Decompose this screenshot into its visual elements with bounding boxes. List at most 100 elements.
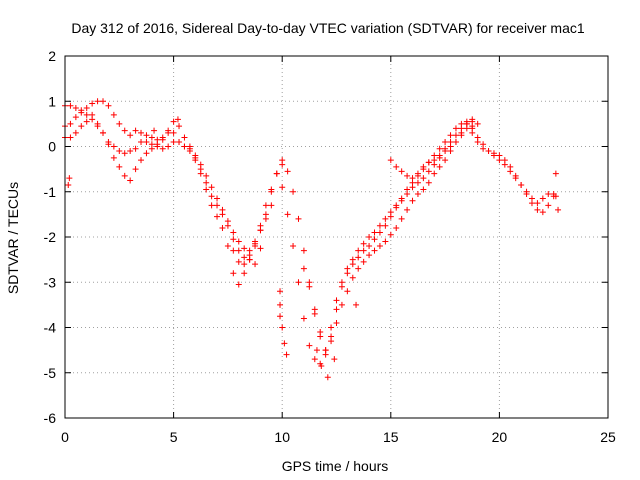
data-point-track-c [83, 118, 90, 125]
x-axis-label: GPS time / hours [282, 458, 389, 474]
data-point-track-a [127, 132, 134, 139]
data-point-track-e [300, 315, 307, 322]
data-point-track-a [262, 202, 269, 209]
data-point-track-c [235, 281, 242, 288]
data-point-track-f [371, 247, 378, 254]
data-point-track-h [518, 181, 525, 188]
data-point-outliers [318, 362, 325, 369]
data-point-track-e [398, 197, 405, 204]
data-point-track-e [425, 168, 432, 175]
data-point-track-c [241, 270, 248, 277]
data-point-track-g [452, 132, 459, 139]
data-point-track-a [230, 236, 237, 243]
data-point-track-c [208, 202, 215, 209]
data-point-track-d [442, 138, 449, 145]
data-point-track-f [398, 215, 405, 222]
data-point-track-f [366, 252, 373, 259]
data-point-track-f [420, 186, 427, 193]
data-point-track-e [393, 204, 400, 211]
data-point-track-b [121, 150, 128, 157]
data-point-track-d [246, 256, 253, 263]
data-point-outliers [555, 206, 562, 213]
data-point-track-b [127, 148, 134, 155]
data-point-outliers [324, 374, 331, 381]
data-point-track-f [355, 265, 362, 272]
x-tick-label: 15 [383, 429, 399, 445]
data-point-track-c [186, 143, 193, 150]
data-point-track-d [230, 247, 237, 254]
data-point-track-g [398, 168, 405, 175]
data-point-track-g [425, 159, 432, 166]
data-point-track-c [192, 157, 199, 164]
data-point-track-b [83, 105, 90, 112]
y-tick-label: 1 [48, 93, 56, 109]
data-point-track-g [420, 163, 427, 170]
data-point-outliers [277, 313, 284, 320]
data-point-track-e [306, 342, 313, 349]
data-point-track-b [132, 145, 139, 152]
data-point-track-e [360, 247, 367, 254]
data-point-track-f [300, 265, 307, 272]
x-tick-label: 25 [600, 429, 616, 445]
data-point-track-h [528, 200, 535, 207]
data-point-track-d [474, 120, 481, 127]
data-point-track-e [404, 191, 411, 198]
data-point-track-f [447, 148, 454, 155]
data-point-track-g [463, 120, 470, 127]
data-point-track-f [393, 224, 400, 231]
data-point-track-e [333, 297, 340, 304]
data-point-track-c [78, 123, 85, 130]
data-point-track-g [409, 175, 416, 182]
data-point-track-d [382, 215, 389, 222]
data-point-track-d [273, 170, 280, 177]
data-point-track-f [382, 238, 389, 245]
data-point-track-c [138, 157, 145, 164]
data-point-track-g [431, 157, 438, 164]
data-point-track-a [235, 247, 242, 254]
data-point-track-f [333, 319, 340, 326]
data-point-track-e [284, 211, 291, 218]
data-point-track-b [116, 148, 123, 155]
data-point-track-c [170, 118, 177, 125]
data-point-track-d [257, 227, 264, 234]
data-point-track-d [436, 145, 443, 152]
data-point-outliers [65, 181, 72, 188]
data-point-track-d [366, 234, 373, 240]
data-point-track-e [414, 179, 421, 186]
data-point-track-h [539, 209, 546, 216]
data-point-track-d [300, 247, 307, 254]
data-point-outliers [281, 340, 288, 347]
data-point-track-d [447, 132, 454, 139]
data-point-track-d [268, 188, 275, 195]
data-point-track-f [328, 338, 335, 345]
x-tick-label: 5 [170, 429, 178, 445]
data-point-track-c [110, 154, 117, 161]
data-point-outliers [151, 127, 158, 134]
data-point-outliers [552, 193, 559, 200]
data-point-track-c [67, 134, 74, 141]
data-point-track-a [143, 132, 150, 139]
data-point-track-e [355, 254, 362, 261]
data-point-track-b [72, 114, 79, 121]
data-point-track-a [208, 193, 215, 200]
data-point-outliers [552, 170, 559, 177]
data-point-track-f [311, 310, 318, 317]
data-point-track-b [181, 143, 188, 150]
data-point-track-d [295, 215, 302, 222]
data-point-track-c [105, 141, 112, 148]
data-point-track-f [404, 206, 411, 213]
data-point-track-b [159, 145, 166, 152]
data-point-track-a [214, 202, 221, 209]
data-point-track-g [387, 157, 394, 164]
data-point-track-a [110, 111, 117, 118]
data-point-track-h [474, 138, 481, 145]
data-point-track-f [306, 283, 313, 290]
data-point-track-c [116, 163, 123, 170]
data-point-track-c [224, 243, 231, 250]
data-point-outliers [66, 175, 73, 182]
data-point-track-e [371, 236, 378, 243]
data-point-track-h [523, 191, 530, 198]
data-point-track-b [219, 206, 226, 213]
